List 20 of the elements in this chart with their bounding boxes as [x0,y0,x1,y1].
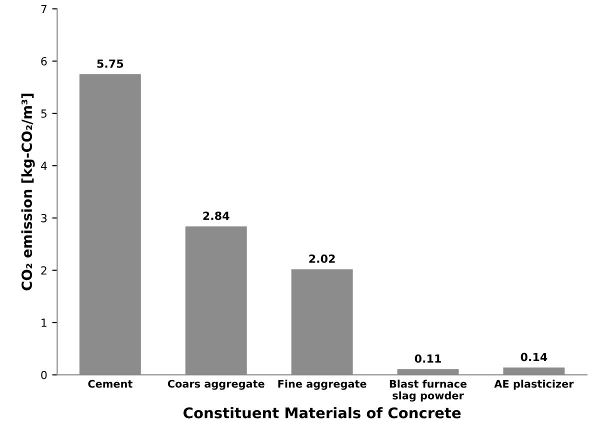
x-axis-title: Constituent Materials of Concrete [184,407,461,418]
y-tick-label: 2 [41,266,46,274]
y-tick-label: 0 [41,370,47,380]
y-tick-label: 4 [40,162,47,170]
y-tick-label: 3 [41,214,47,222]
y-tick-label: 1 [42,318,46,327]
data-label: 5.75 [97,60,124,68]
y-axis-title: CO₂ emission [kg-CO₂/m³] [21,94,35,290]
x-tick-label: AE plasticizer [494,380,574,390]
y-tick-label: 7 [41,4,47,14]
data-label: 2.84 [203,212,230,220]
y-tick-label: 6 [41,57,47,66]
data-label: 0.14 [520,352,548,362]
x-tick-label: Blast furnace slag powder [390,380,467,402]
data-label: 0.11 [414,354,441,363]
data-label: 2.02 [309,254,335,263]
x-tick-label: Fine aggregate [278,380,366,390]
x-tick-label: Coars aggregate [168,380,264,390]
x-tick-label: Cement [88,380,132,388]
y-tick-label: 5 [41,110,46,118]
